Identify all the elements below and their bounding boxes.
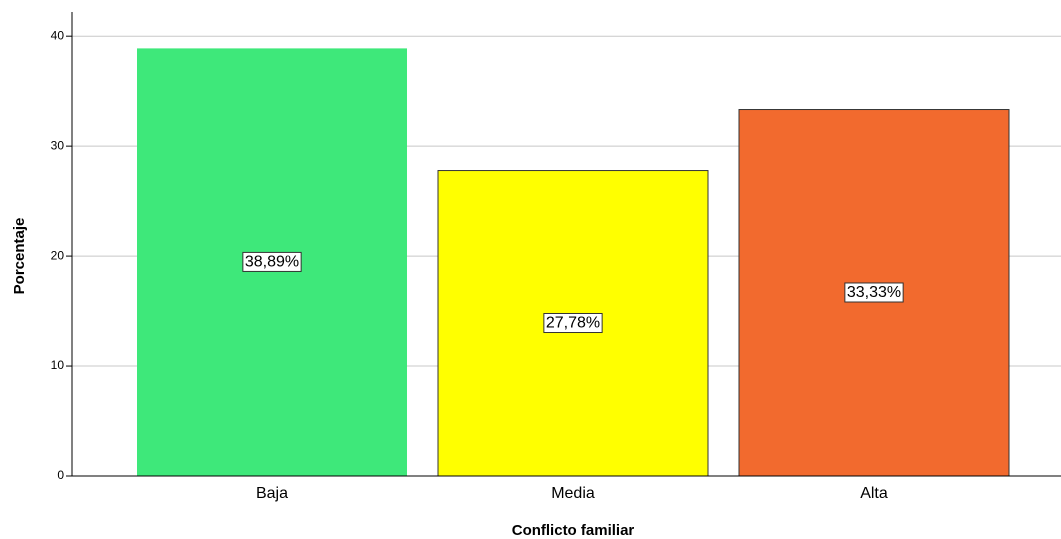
y-axis-title: Porcentaje <box>11 218 28 295</box>
y-tick-label: 0 <box>57 468 64 482</box>
x-axis-title: Conflicto familiar <box>512 522 635 539</box>
y-tick-label: 10 <box>51 358 65 372</box>
value-label-box <box>844 282 904 303</box>
y-tick-label: 20 <box>51 248 65 262</box>
y-tick-label: 40 <box>51 28 65 42</box>
value-label-box <box>242 251 302 272</box>
value-label: 38,89% <box>245 253 299 270</box>
y-tick-label: 30 <box>51 138 65 152</box>
value-label-box <box>543 312 603 334</box>
value-label: 27,78% <box>546 314 600 331</box>
x-tick-label: Media <box>551 485 595 502</box>
x-tick-label: Alta <box>860 485 888 502</box>
x-tick-label: Baja <box>256 485 288 502</box>
value-label: 33,33% <box>847 284 901 301</box>
